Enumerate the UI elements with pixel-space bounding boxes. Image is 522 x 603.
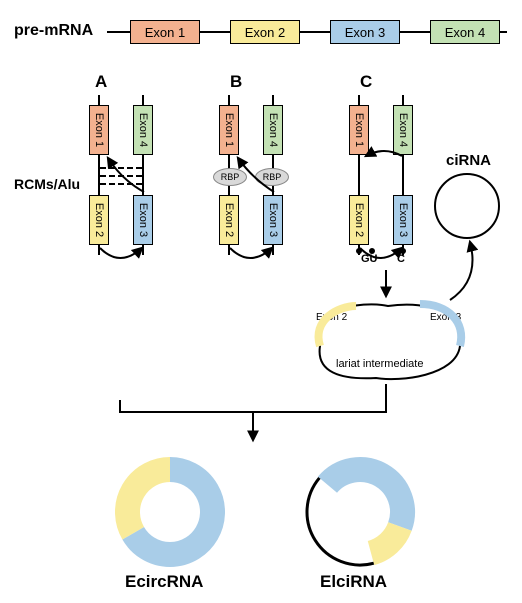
group-c: Exon 1 Exon 4 Exon 2 Exon 3 [340,95,434,265]
gb-exon1: Exon 1 [219,105,239,155]
cirna-label: ciRNA [446,152,491,169]
exon2-box: Exon 2 [230,20,300,44]
gb-exon2: Exon 2 [219,195,239,245]
group-a: Exon 1 Exon 4 Exon 2 Exon 3 [80,95,174,265]
ga-exon3: Exon 3 [133,195,153,245]
gb-exon4: Exon 4 [263,105,283,155]
col-a-label: A [95,72,107,92]
col-b-label: B [230,72,242,92]
exon3-box: Exon 3 [330,20,400,44]
elci-label: ElciRNA [320,572,387,592]
ecirc-donut [110,452,230,577]
gb-exon3: Exon 3 [263,195,283,245]
exon4-label: Exon 4 [445,25,485,40]
col-c-label: C [360,72,372,92]
lariat-label: lariat intermediate [336,358,423,370]
exon2-label: Exon 2 [245,25,285,40]
ga-exon4: Exon 4 [133,105,153,155]
rbp-left: RBP [213,168,247,186]
exon1-box: Exon 1 [130,20,200,44]
overlay-arrows [0,0,522,603]
exon1-label: Exon 1 [145,25,185,40]
rcms-label: RCMs/Alu [14,176,80,192]
lariat-exon2-label: Exon 2 [316,312,347,323]
exon4-box: Exon 4 [430,20,500,44]
rbp-right: RBP [255,168,289,186]
group-b: Exon 1 Exon 4 Exon 2 Exon 3 RBP RBP [210,95,304,265]
lariat-exon3-label: Exon 3 [430,312,461,323]
ecirc-label: EcircRNA [125,572,203,592]
exon3-label: Exon 3 [345,25,385,40]
ga-exon2: Exon 2 [89,195,109,245]
premrna-label: pre-mRNA [14,22,93,40]
elci-donut [300,452,420,577]
ga-exon1: Exon 1 [89,105,109,155]
